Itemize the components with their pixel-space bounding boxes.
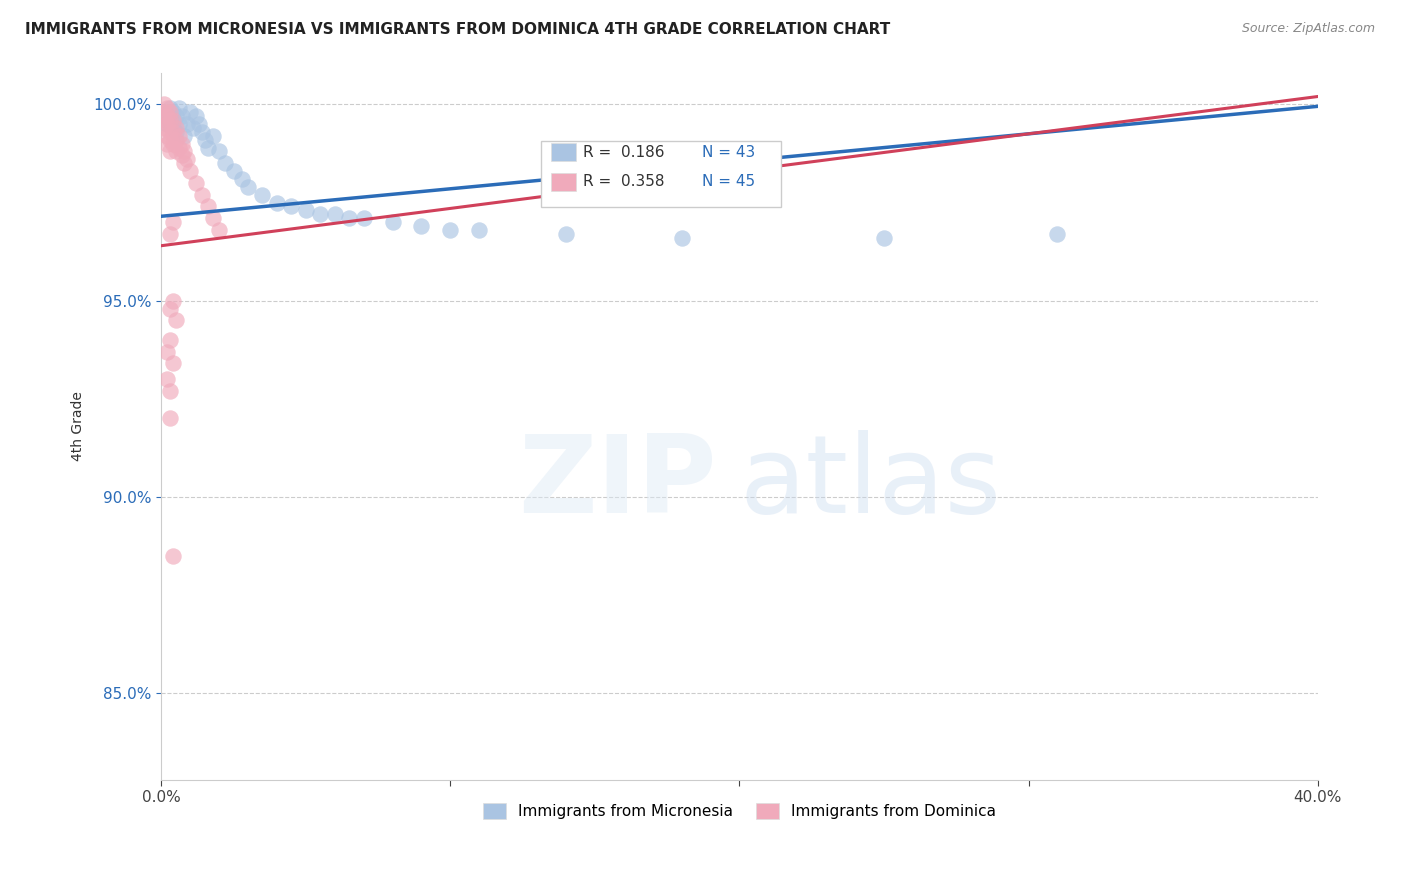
Point	[197, 140, 219, 154]
Point	[194, 133, 217, 147]
Point	[173, 145, 195, 159]
Point	[179, 105, 201, 120]
Point	[159, 227, 181, 241]
Text: R =  0.358: R = 0.358	[583, 174, 665, 189]
Point	[170, 109, 193, 123]
Text: R =  0.186: R = 0.186	[583, 145, 665, 160]
Text: Source: ZipAtlas.com: Source: ZipAtlas.com	[1241, 22, 1375, 36]
Point	[162, 120, 184, 135]
Point	[159, 301, 181, 316]
Point	[153, 97, 176, 112]
Point	[162, 105, 184, 120]
Point	[280, 199, 302, 213]
Point	[156, 344, 179, 359]
Point	[309, 207, 332, 221]
Y-axis label: 4th Grade: 4th Grade	[72, 392, 86, 461]
Point	[184, 109, 207, 123]
Point	[197, 199, 219, 213]
Point	[173, 156, 195, 170]
Point	[165, 125, 187, 139]
Point	[165, 145, 187, 159]
Point	[295, 203, 318, 218]
Point	[167, 140, 190, 154]
Point	[873, 231, 896, 245]
Point	[468, 223, 491, 237]
Point	[159, 133, 181, 147]
Point	[167, 117, 190, 131]
Point	[191, 187, 214, 202]
Point	[159, 105, 181, 120]
Legend: Immigrants from Micronesia, Immigrants from Dominica: Immigrants from Micronesia, Immigrants f…	[477, 797, 1002, 825]
Point	[162, 356, 184, 370]
Point	[187, 117, 209, 131]
Point	[159, 333, 181, 347]
Point	[156, 101, 179, 115]
Point	[167, 128, 190, 143]
Point	[671, 231, 693, 245]
Point	[159, 125, 181, 139]
Point	[214, 156, 236, 170]
Text: IMMIGRANTS FROM MICRONESIA VS IMMIGRANTS FROM DOMINICA 4TH GRADE CORRELATION CHA: IMMIGRANTS FROM MICRONESIA VS IMMIGRANTS…	[25, 22, 890, 37]
Point	[231, 172, 253, 186]
Point	[162, 113, 184, 128]
Point	[153, 113, 176, 128]
Point	[159, 113, 181, 128]
Point	[323, 207, 346, 221]
Point	[179, 164, 201, 178]
Point	[167, 101, 190, 115]
Point	[165, 313, 187, 327]
Point	[162, 215, 184, 229]
Point	[159, 384, 181, 398]
Point	[1046, 227, 1069, 241]
Point	[165, 133, 187, 147]
Point	[156, 109, 179, 123]
Point	[181, 120, 204, 135]
Text: N = 43: N = 43	[703, 145, 755, 160]
Point	[176, 153, 198, 167]
Point	[156, 136, 179, 151]
Point	[236, 179, 259, 194]
Point	[153, 105, 176, 120]
Point	[202, 211, 225, 226]
Point	[170, 136, 193, 151]
Point	[162, 125, 184, 139]
Text: ZIP: ZIP	[517, 430, 716, 536]
Point	[156, 128, 179, 143]
Point	[184, 176, 207, 190]
Point	[156, 109, 179, 123]
Point	[176, 117, 198, 131]
Point	[159, 145, 181, 159]
Point	[208, 145, 231, 159]
Point	[156, 117, 179, 131]
Point	[439, 223, 461, 237]
Point	[555, 227, 578, 241]
Point	[381, 215, 404, 229]
Point	[159, 113, 181, 128]
Point	[159, 101, 181, 115]
Point	[165, 120, 187, 135]
Point	[208, 223, 231, 237]
Point	[170, 148, 193, 162]
Point	[411, 219, 433, 233]
Point	[153, 120, 176, 135]
Point	[165, 109, 187, 123]
Text: N = 45: N = 45	[703, 174, 755, 189]
Point	[159, 411, 181, 425]
Point	[353, 211, 375, 226]
Point	[191, 125, 214, 139]
Point	[162, 293, 184, 308]
Point	[252, 187, 274, 202]
Point	[266, 195, 288, 210]
Point	[162, 136, 184, 151]
Point	[222, 164, 245, 178]
Text: atlas: atlas	[740, 430, 1001, 536]
Point	[153, 105, 176, 120]
Point	[173, 128, 195, 143]
Point	[156, 372, 179, 386]
Point	[202, 128, 225, 143]
Point	[162, 549, 184, 563]
Point	[156, 117, 179, 131]
Point	[337, 211, 360, 226]
